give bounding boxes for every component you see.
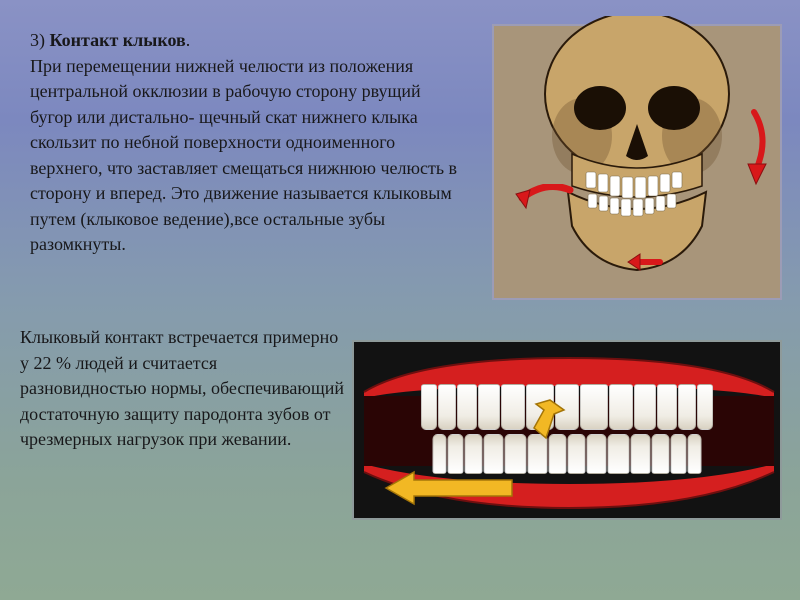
tooth <box>657 384 677 430</box>
item-number: 3) <box>30 30 50 50</box>
tooth <box>652 434 670 474</box>
tooth <box>688 434 702 474</box>
tooth <box>438 384 456 430</box>
chin-arrow-icon <box>626 252 664 272</box>
title-suffix: . <box>186 30 191 50</box>
tooth <box>448 434 464 474</box>
tooth <box>568 434 586 474</box>
teeth-closeup-image <box>352 340 782 520</box>
tooth <box>421 384 437 430</box>
side-arrow-icon <box>744 108 772 186</box>
tooth <box>587 434 607 474</box>
tooth <box>433 434 447 474</box>
tooth <box>671 434 687 474</box>
tooth <box>478 384 500 430</box>
tooth <box>634 384 656 430</box>
tooth <box>609 384 633 430</box>
tooth <box>678 384 696 430</box>
skull-diagram-image <box>492 24 782 300</box>
tooth <box>608 434 630 474</box>
section-body: При перемещении нижней челюсти из положе… <box>30 56 457 255</box>
skull-icon <box>532 16 742 276</box>
section-title: Контакт клыков <box>50 30 186 50</box>
tooth <box>457 384 477 430</box>
tooth <box>501 384 525 430</box>
tooth <box>697 384 713 430</box>
tooth <box>631 434 651 474</box>
section-canine-contact: 3) Контакт клыков. При перемещении нижне… <box>30 28 460 258</box>
rotation-arrow-icon <box>512 184 574 214</box>
paragraph-2: Клыковый контакт встречается примерно у … <box>20 325 344 453</box>
tooth <box>465 434 483 474</box>
canine-arrow-icon <box>524 398 568 442</box>
tooth <box>484 434 504 474</box>
section-statistics: Клыковый контакт встречается примерно у … <box>20 325 344 453</box>
tooth <box>580 384 608 430</box>
slide-arrow-icon <box>384 470 514 506</box>
paragraph-1: 3) Контакт клыков. При перемещении нижне… <box>30 28 460 258</box>
